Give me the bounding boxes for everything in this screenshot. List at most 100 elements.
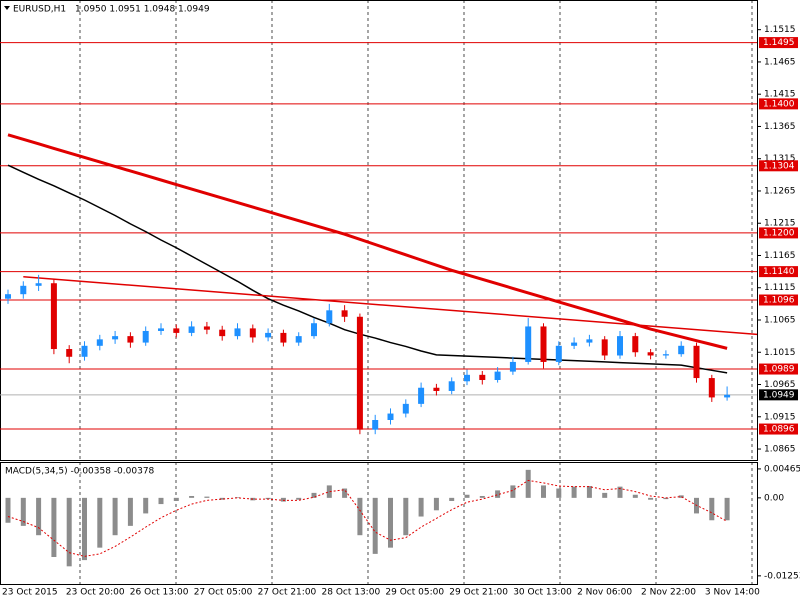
candle-body [35,283,42,286]
level-label-box [759,363,798,375]
y-tick-label: 1.1115 [764,283,796,293]
macd-bar [556,488,562,498]
candle-body [724,394,731,398]
macd-bar [143,497,149,514]
macd-signal [7,479,728,557]
macd-bar [127,497,133,526]
macd-bar [648,497,654,500]
candle-body [678,345,685,355]
main-panel [0,0,758,461]
level-label-box [759,160,798,172]
level-label-box [759,98,798,110]
macd-bar [66,497,72,567]
x-tick-label: 30 Oct 13:00 [513,588,572,598]
y-tick-label: 1.1215 [764,219,796,229]
level-label: 1.1096 [763,296,795,306]
moving-average [7,133,728,350]
macd-bar [541,485,546,498]
macd-bar [388,497,393,548]
macd-bar [82,497,87,561]
macd-bar [311,492,317,498]
macd-bar [433,497,439,511]
trendline [23,276,757,336]
macd-bar [158,497,164,505]
macd-bar [326,485,332,498]
x-tick-label: 26 Oct 13:00 [130,588,189,598]
macd-bar [265,497,271,500]
x-tick-label: 23 Oct 2015 [2,588,58,598]
x-tick-label: 27 Oct 05:00 [194,588,253,598]
quote: 1.0950 1.0951 1.0948 1.0949 [75,5,210,15]
candle-body [372,420,379,430]
macd-bar [36,497,42,536]
y-tick-label: 1.1465 [764,57,796,67]
macd-bar [571,486,577,498]
candle-body [203,326,210,330]
candle-body [509,361,516,372]
level-label-box [759,294,798,306]
macd-bar [372,497,378,554]
level-label: 1.0896 [763,425,795,435]
macd-bar [357,497,363,536]
candle-body [708,378,715,398]
macd-bar [342,488,348,498]
plot-area [0,42,757,435]
y-tick-label: 1.1065 [764,316,796,326]
y-tick-label: 1.1015 [764,348,796,358]
candle-body [295,336,302,343]
x-tick-label: 29 Oct 05:00 [385,588,444,598]
candle-body [647,352,654,356]
y-tick-label: 0.00 [764,493,784,503]
macd-bar [204,496,210,498]
candle-body [479,374,486,380]
x-tick-label: 29 Oct 21:00 [449,588,508,598]
candle-body [234,328,241,337]
macd-bar [586,486,592,498]
candle-body [387,413,394,420]
macd-bar [449,497,455,501]
macd-panel [0,462,758,585]
x-tick-label: 27 Oct 21:00 [258,588,317,598]
level-label-box [759,227,798,239]
macd-bar [617,486,623,498]
x-tick-label: 2 Nov 22:00 [641,588,696,598]
candle-body [326,310,333,324]
macd-bar [296,497,302,500]
y-tick-label: 1.1415 [764,90,796,100]
y-tick-label: 1.0965 [764,380,796,390]
level-label: 1.1140 [763,267,795,277]
candle-body [96,339,103,346]
x-tick-label: 23 Oct 20:00 [66,588,125,598]
candle-body [601,339,608,356]
candle-body [356,316,363,430]
macd-bar [709,497,715,521]
candle-body [81,345,88,357]
x-tick-label: 2 Nov 06:00 [577,588,632,598]
macd-bar [20,497,26,526]
candle-body [662,354,669,356]
candle-body [158,328,164,331]
moving-average [7,164,728,374]
y-tick-label: 1.1365 [764,122,796,132]
candle-body [617,336,623,356]
y-tick-label: 1.1265 [764,186,796,196]
candle-body [632,336,639,353]
y-tick-label: 1.0865 [764,445,796,455]
last-price-box [759,389,798,401]
candle-body [219,329,226,337]
macd-bar [510,485,516,498]
level-label-box [759,266,798,278]
candle-body [525,326,532,362]
candle-body [402,403,409,414]
level-label: 1.0989 [763,365,795,375]
last-price-label: 1.0949 [763,390,795,400]
level-label-box [759,423,798,435]
candle-body [693,345,700,379]
candle-body [20,285,27,295]
candle-body [280,332,287,343]
candle-body [571,342,578,346]
level-label: 1.1495 [763,38,795,48]
level-label-box [759,37,798,49]
macd-bar [173,497,179,501]
